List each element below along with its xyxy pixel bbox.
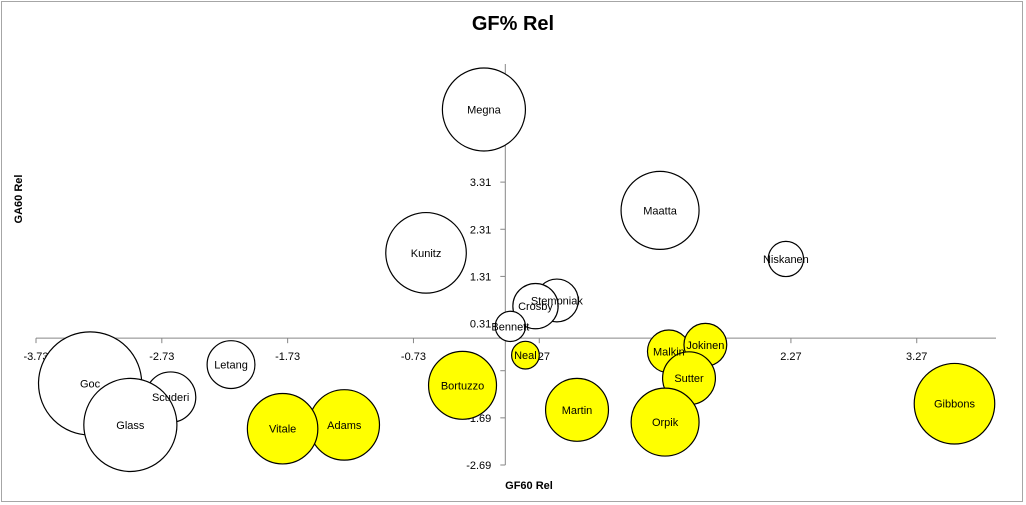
bubble-label-malkin: Malkin <box>653 346 685 358</box>
bubble-neal <box>510 340 540 370</box>
bubble-label-sutter: Sutter <box>674 373 704 385</box>
bubble-label-bortuzzo: Bortuzzo <box>441 380 484 392</box>
x-tick-label: -3.73 <box>23 351 48 363</box>
bubble-letang <box>206 340 256 390</box>
y-tick-label: 0.31 <box>470 319 491 331</box>
x-tick-label: -1.73 <box>275 351 300 363</box>
x-tick-label: 3.27 <box>906 351 927 363</box>
x-tick-label: 2.27 <box>780 351 801 363</box>
bubble-bortuzzo <box>427 350 498 420</box>
bubble-label-gibbons: Gibbons <box>934 399 975 411</box>
bubble-label-jokinen: Jokinen <box>686 340 724 352</box>
x-tick-label: -0.73 <box>401 351 426 363</box>
bubble-label-letang: Letang <box>214 360 248 372</box>
bubble-label-neal: Neal <box>514 350 537 362</box>
bubble-label-martin: Martin <box>562 405 593 417</box>
y-tick-label: 2.31 <box>470 224 491 236</box>
bubble-crosby <box>512 282 559 330</box>
bubble-martin <box>544 377 610 442</box>
bubble-niskanen <box>767 240 805 278</box>
bubble-orpik <box>630 387 700 457</box>
bubble-kunitz <box>385 211 467 294</box>
bubble-vitale <box>246 392 319 465</box>
bubble-glass <box>83 377 178 473</box>
y-tick-label: -2.69 <box>466 460 491 472</box>
bubble-label-crosby: Crosby <box>518 301 553 313</box>
bubble-megna <box>441 67 527 152</box>
bubble-label-niskanen: Niskanen <box>763 254 809 266</box>
bubble-label-adams: Adams <box>327 420 362 432</box>
x-tick-label: -2.73 <box>149 351 174 363</box>
bubble-gibbons <box>913 362 996 445</box>
bubble-label-goc: Goc <box>80 378 101 390</box>
bubble-label-orpik: Orpik <box>652 417 679 429</box>
y-tick-label: 1.31 <box>470 271 491 283</box>
bubble-label-scuderi: Scuderi <box>152 392 189 404</box>
bubble-label-maatta: Maatta <box>643 205 678 217</box>
bubble-maatta <box>620 170 700 251</box>
y-tick-label: 3.31 <box>470 177 491 189</box>
chart-title: GF% Rel <box>471 13 555 35</box>
x-axis-label: GF60 Rel <box>505 480 553 492</box>
bubble-label-bennett: Bennett <box>491 321 529 333</box>
bubble-label-kunitz: Kunitz <box>411 248 442 260</box>
bubble-label-glass: Glass <box>116 420 145 432</box>
bubble-label-stempniak: Stempniak <box>531 295 583 307</box>
bubble-bennett <box>494 310 527 343</box>
bubble-label-megna: Megna <box>467 105 502 117</box>
bubble-label-vitale: Vitale <box>269 424 296 436</box>
